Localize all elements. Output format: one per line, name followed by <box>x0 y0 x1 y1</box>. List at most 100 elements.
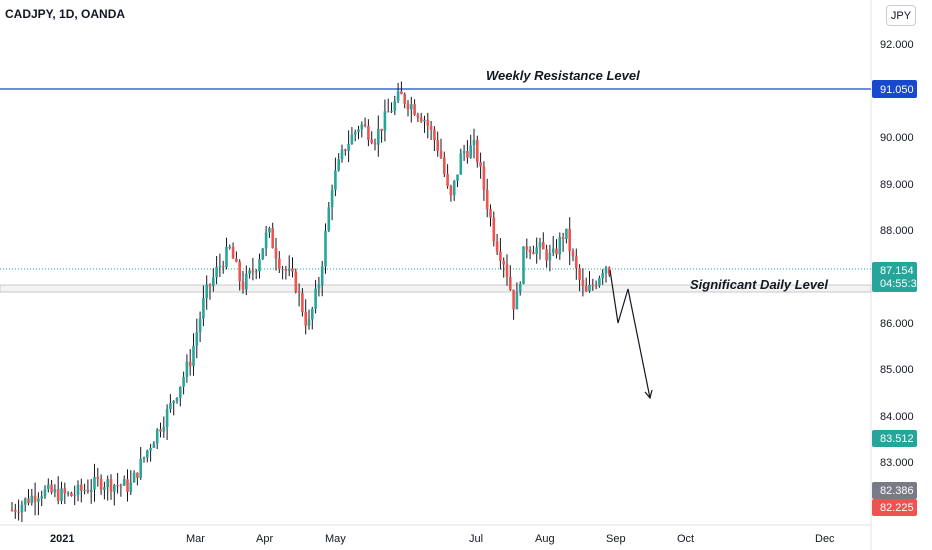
candle-body <box>169 403 172 410</box>
time-tick-dec: Dec <box>815 533 835 545</box>
candle-body <box>231 246 235 259</box>
candle-body <box>429 125 433 130</box>
candle-body <box>495 241 499 252</box>
candle-body <box>419 117 423 122</box>
candle-body <box>393 101 397 111</box>
candle-body <box>208 284 212 287</box>
projection-line[interactable] <box>609 269 651 399</box>
significant-daily-label[interactable]: Significant Daily Level <box>690 277 828 292</box>
candle-body <box>324 230 327 267</box>
tag-82386 <box>872 482 917 499</box>
candle-body <box>327 207 331 231</box>
candle-body <box>40 496 43 499</box>
candle-body <box>466 151 469 158</box>
candle-body <box>386 111 390 113</box>
candle-body <box>479 162 482 167</box>
candle-body <box>103 487 106 490</box>
candle-body <box>538 242 542 248</box>
candle-body <box>350 134 354 145</box>
candle-body <box>532 252 535 255</box>
candle-body <box>136 472 139 478</box>
price-tick-86: 86.000 <box>880 318 914 330</box>
candle-body <box>258 259 261 272</box>
time-tick-may: May <box>325 533 346 545</box>
candle-body <box>363 124 367 126</box>
candle-body <box>212 277 215 287</box>
candle-body <box>509 276 512 290</box>
time-tick-2021: 2021 <box>50 533 74 545</box>
candle-body <box>254 271 258 273</box>
candle-body <box>330 189 334 208</box>
time-tick-jul: Jul <box>469 533 483 545</box>
candle-body <box>551 248 555 253</box>
candle-body <box>436 140 439 151</box>
weekly-resistance-label[interactable]: Weekly Resistance Level <box>486 68 640 83</box>
candle-body <box>601 273 604 278</box>
candle-body <box>594 285 598 287</box>
candle-body <box>548 252 552 261</box>
candle-body <box>578 268 581 280</box>
candle-body <box>116 485 119 487</box>
candle-body <box>439 150 443 158</box>
candle-body <box>73 495 76 497</box>
candle-body <box>353 131 357 135</box>
candle-body <box>47 484 50 490</box>
candle-body <box>390 110 393 113</box>
candle-body <box>119 485 123 487</box>
candle-body <box>179 386 182 399</box>
currency-button[interactable]: JPY <box>886 5 916 26</box>
candle-body <box>37 498 40 502</box>
candle-body <box>93 476 96 490</box>
candle-body <box>17 511 20 513</box>
candle-body <box>281 269 284 271</box>
candle-body <box>182 376 185 387</box>
candle-body <box>502 260 505 265</box>
candle-body <box>129 482 133 492</box>
time-tick-apr: Apr <box>256 533 273 545</box>
candle-body <box>416 114 420 118</box>
candle-body <box>608 267 611 275</box>
candle-body <box>472 139 476 146</box>
candle-body <box>403 94 406 104</box>
candle-body <box>380 128 383 131</box>
time-tick-sep: Sep <box>606 533 626 545</box>
candle-body <box>512 289 515 310</box>
resistance-price-tag <box>872 80 917 98</box>
candle-body <box>155 429 159 444</box>
resistance-price-text: 91.050 <box>880 84 914 96</box>
candle-body <box>311 308 314 320</box>
candle-body <box>228 246 232 248</box>
candle-body <box>80 484 83 491</box>
candle-body <box>264 232 268 249</box>
candle-body <box>149 447 152 451</box>
candle-body <box>188 361 192 367</box>
candle-body <box>591 284 595 286</box>
candle-body <box>340 149 344 160</box>
candle-body <box>70 493 73 497</box>
candle-body <box>598 277 601 286</box>
candle-body <box>433 129 436 141</box>
candle-body <box>344 149 347 151</box>
significant-daily-zone[interactable] <box>0 284 872 293</box>
candle-body <box>413 104 416 115</box>
price-tick-85: 85.000 <box>880 364 914 376</box>
candle-body <box>588 284 591 292</box>
candle-body <box>360 124 364 130</box>
candle-body <box>63 488 67 494</box>
candle-body <box>33 495 37 502</box>
candle-body <box>301 292 304 313</box>
candle-body <box>152 443 156 448</box>
candle-body <box>241 281 245 290</box>
tag-82225 <box>872 499 917 516</box>
price-tick-89: 89.000 <box>880 179 914 191</box>
candle-body <box>492 217 496 242</box>
candle-body <box>23 498 27 505</box>
time-tick-mar: Mar <box>186 533 205 545</box>
candle-body <box>571 251 575 257</box>
candle-body <box>251 270 255 273</box>
candle-body <box>383 111 387 131</box>
candle-body <box>505 264 509 277</box>
candle-body <box>542 242 545 250</box>
candle-body <box>27 498 30 504</box>
